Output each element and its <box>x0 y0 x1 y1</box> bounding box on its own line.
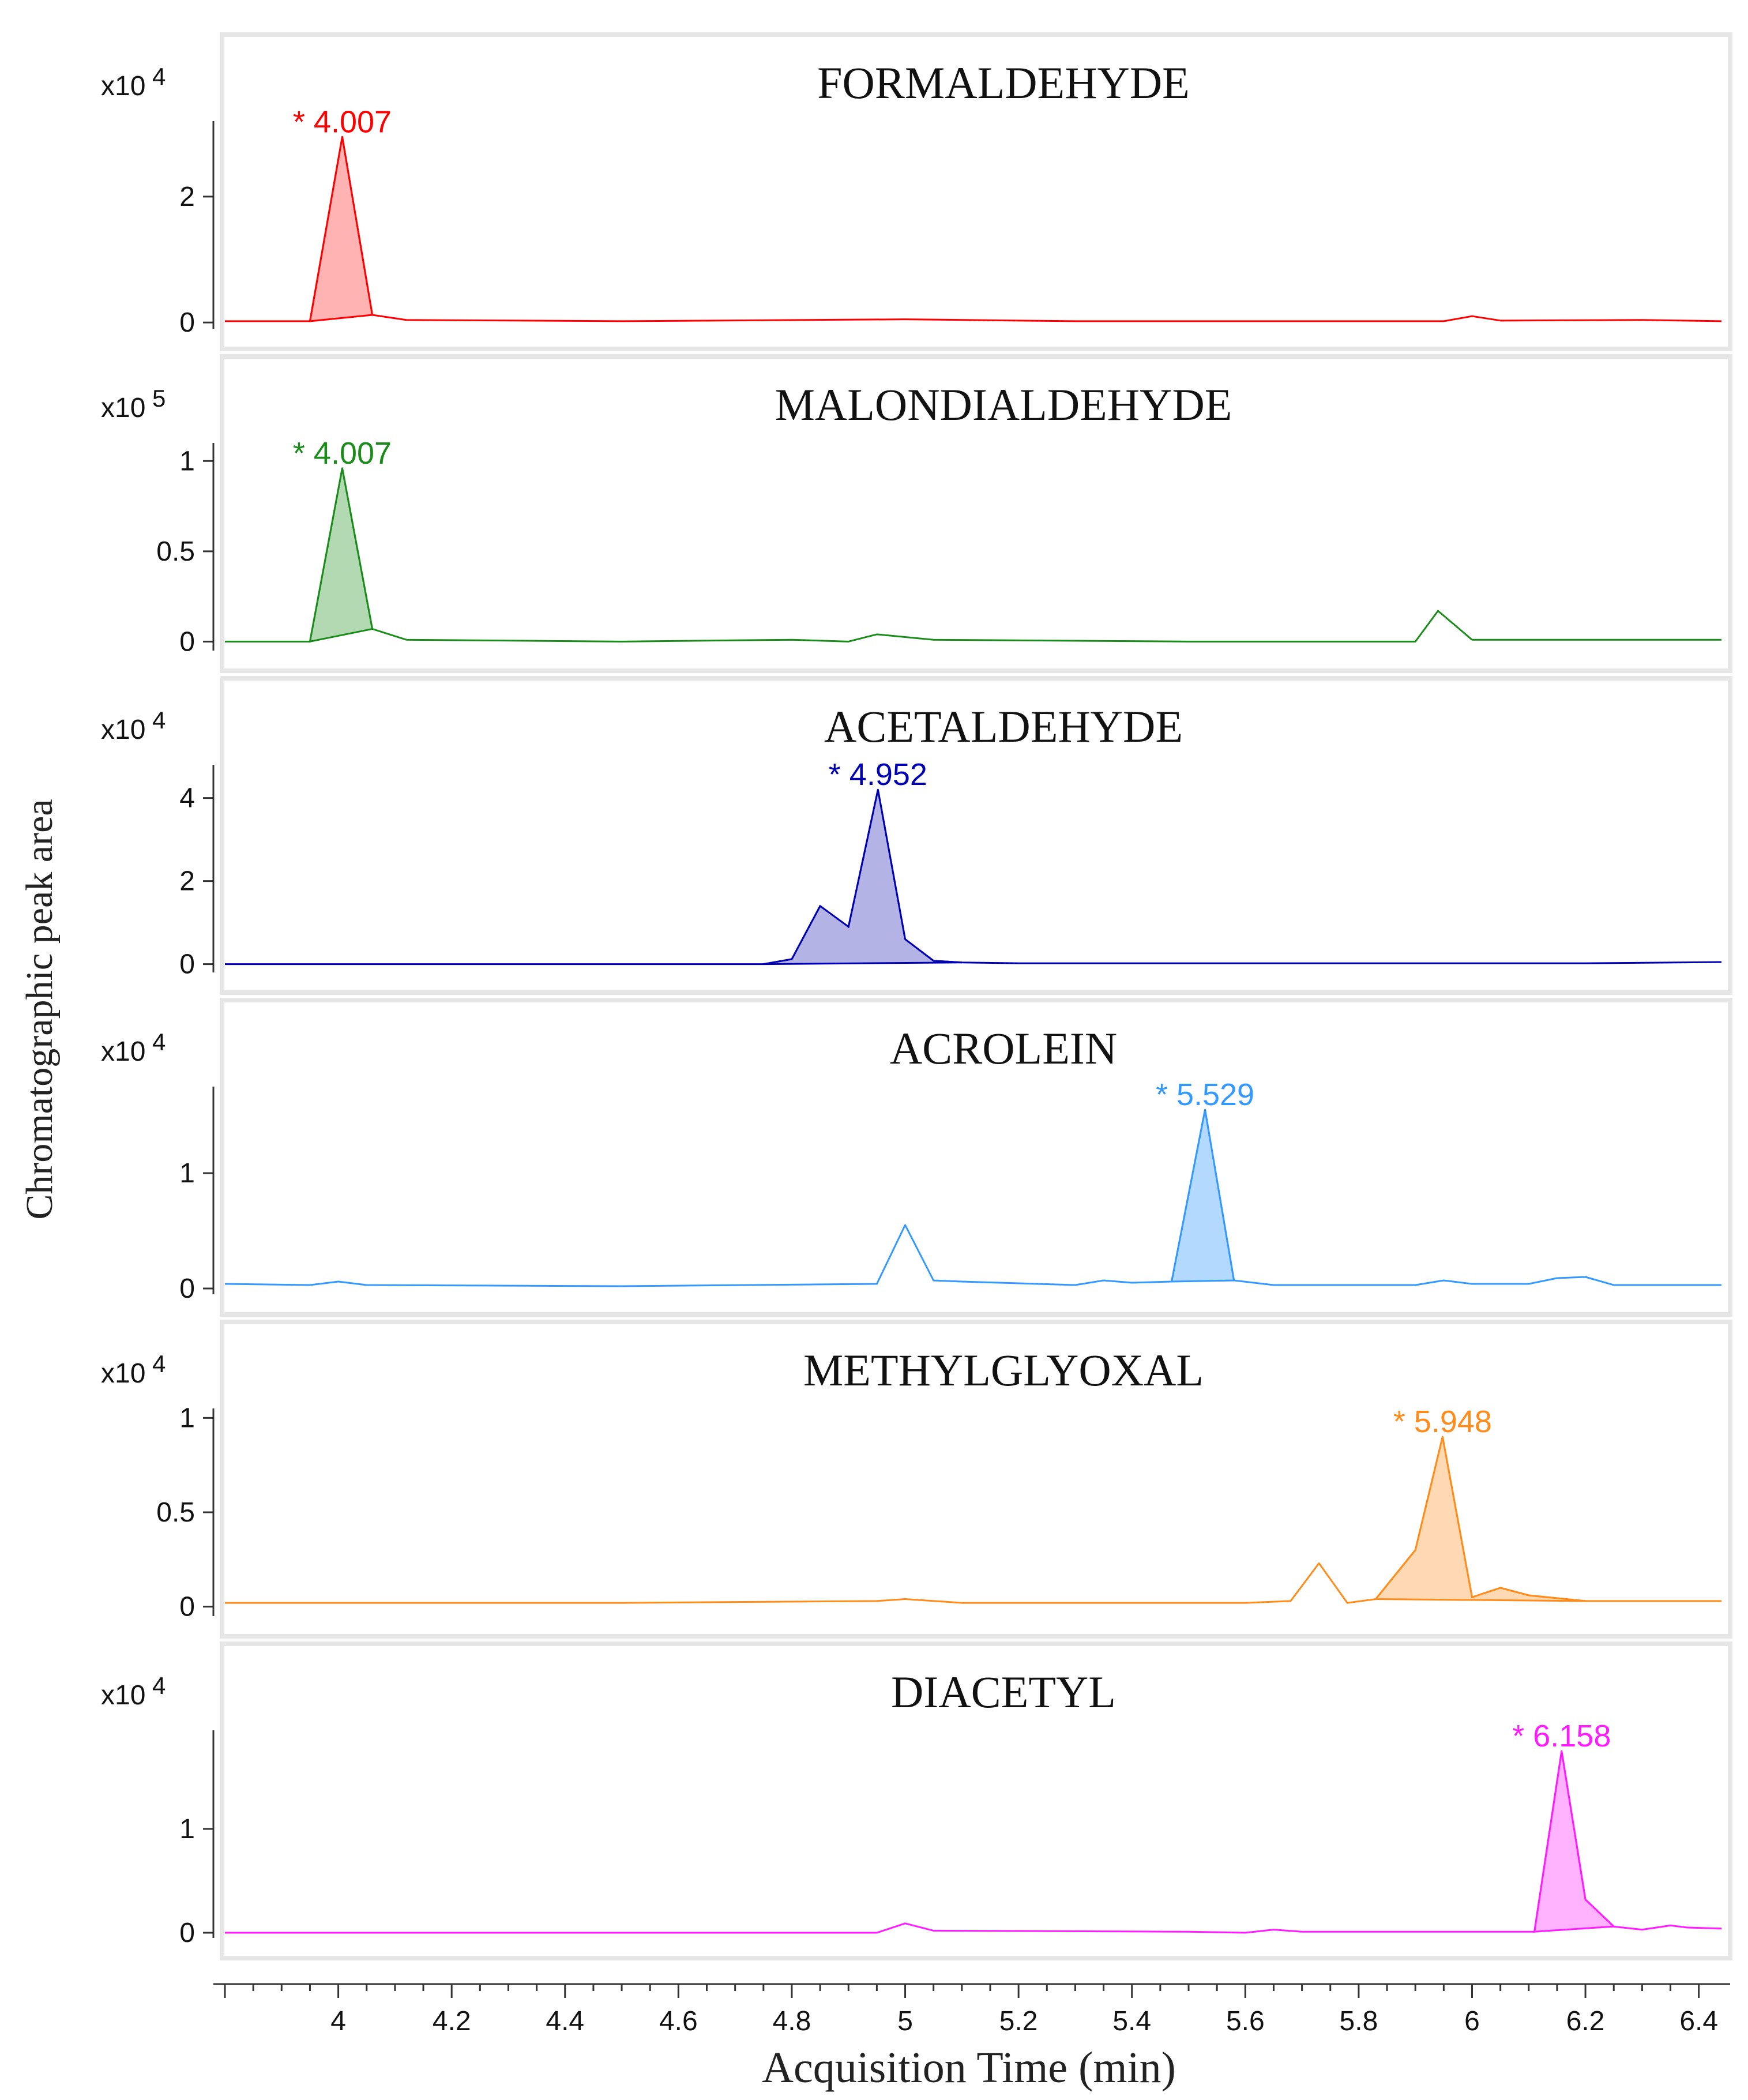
panel-title: METHYLGLYOXAL <box>803 1345 1204 1395</box>
x-tick-label: 5.4 <box>1112 2006 1151 2037</box>
peak-label: * 4.952 <box>829 757 927 792</box>
panel-frame <box>220 676 1732 995</box>
x-tick-label: 6.4 <box>1679 2006 1718 2037</box>
y-tick-label: 4 <box>179 783 195 814</box>
x-tick-label: 4 <box>330 2006 346 2037</box>
y-tick-label: 0 <box>179 1592 195 1622</box>
x-tick-label: 4.2 <box>433 2006 471 2037</box>
panel-title: MALONDIALDEHYDE <box>775 380 1232 430</box>
y-axis-title: Chromatographic peak area <box>18 799 61 1219</box>
panel-acrolein: ACROLEIN x10 4 0 1 * 5.529 <box>101 998 1732 1317</box>
panel-formaldehyde: FORMALDEHYDE x10 4 0 2 * 4.007 <box>101 32 1732 351</box>
x-tick-label: 5 <box>897 2006 913 2037</box>
x-axis: 4 4.2 4.4 4.6 4.8 5 5.2 5.4 5.6 5.8 6 6.2 6.4 <box>213 1983 1730 2037</box>
exponent-label: x10 4 <box>101 63 166 102</box>
x-tick-label: 5.8 <box>1340 2006 1378 2037</box>
panel-title: ACROLEIN <box>890 1023 1117 1073</box>
y-tick-label: 0 <box>179 1273 195 1304</box>
peak-label: * 5.529 <box>1156 1077 1254 1112</box>
panel-acetaldehyde: ACETALDEHYDE x10 4 0 2 4 * 4.952 <box>101 676 1732 995</box>
exponent-base: x10 <box>101 1358 145 1389</box>
exponent-label: x10 4 <box>101 1028 166 1067</box>
chromatogram-trace <box>225 1436 1721 1604</box>
chromatogram-trace <box>225 136 1722 322</box>
y-tick-label: 2 <box>179 866 195 897</box>
exponent-label: x10 4 <box>101 707 166 745</box>
panel-title: DIACETYL <box>891 1667 1116 1717</box>
peak-label: * 6.158 <box>1512 1719 1611 1753</box>
peak-label: * 5.948 <box>1393 1404 1492 1439</box>
exponent-base: x10 <box>101 715 145 745</box>
panel-frame <box>220 1320 1732 1639</box>
x-tick-label: 6.2 <box>1566 2006 1605 2037</box>
panel-frame <box>220 32 1732 351</box>
exponent-power: 4 <box>145 1350 166 1377</box>
y-tick-label: 1 <box>179 1158 195 1189</box>
x-tick-label: 6 <box>1464 2006 1480 2037</box>
y-tick-label: 2 <box>179 182 195 212</box>
exponent-base: x10 <box>101 393 145 423</box>
x-tick-label: 4.8 <box>773 2006 811 2037</box>
panel-diacetyl: DIACETYL x10 4 0 1 * 6.158 <box>101 1641 1732 1960</box>
chromatogram-trace <box>225 467 1721 643</box>
y-tick-label: 0 <box>179 626 195 657</box>
x-tick-label: 4.6 <box>659 2006 698 2037</box>
panel-malondialdehyde: MALONDIALDEHYDE x10 5 0 0.5 1 * 4.007 <box>101 354 1732 673</box>
exponent-power: 4 <box>145 1672 166 1699</box>
exponent-label: x10 4 <box>101 1672 166 1711</box>
y-tick-label: 1 <box>179 1814 195 1844</box>
peak-label: * 4.007 <box>293 104 392 139</box>
exponent-base: x10 <box>101 71 145 102</box>
chromatogram-trace <box>224 1109 1721 1287</box>
y-tick-label: 0 <box>179 307 195 338</box>
y-tick-label: 0.5 <box>156 536 195 567</box>
peak-label: * 4.007 <box>293 436 392 471</box>
chromatogram-trace <box>225 788 1722 966</box>
exponent-power: 4 <box>145 1028 166 1055</box>
exponent-label: x10 4 <box>101 1350 166 1389</box>
exponent-power: 4 <box>145 63 166 90</box>
panel-title: ACETALDEHYDE <box>824 701 1183 752</box>
panel-frame <box>220 354 1732 673</box>
panel-title: FORMALDEHYDE <box>817 58 1190 108</box>
panel-methylglyoxal: METHYLGLYOXAL x10 4 0 0.5 1 * 5.948 <box>101 1320 1732 1639</box>
exponent-power: 5 <box>145 385 166 412</box>
exponent-label: x10 5 <box>101 385 166 423</box>
panel-frame <box>220 998 1732 1317</box>
exponent-power: 4 <box>145 707 166 734</box>
y-tick-label: 0 <box>179 1918 195 1948</box>
x-tick-label: 5.2 <box>999 2006 1038 2037</box>
exponent-base: x10 <box>101 1680 145 1711</box>
y-tick-label: 0 <box>179 949 195 980</box>
panel-frame <box>220 1641 1732 1960</box>
y-tick-label: 1 <box>179 1403 195 1433</box>
x-axis-title: Acquisition Time (min) <box>762 2043 1176 2092</box>
chromatogram-trace <box>225 1750 1722 1934</box>
y-tick-label: 0.5 <box>156 1497 195 1528</box>
y-tick-label: 1 <box>179 446 195 476</box>
exponent-base: x10 <box>101 1036 145 1067</box>
x-tick-label: 4.4 <box>546 2006 584 2037</box>
x-tick-label: 5.6 <box>1226 2006 1265 2037</box>
